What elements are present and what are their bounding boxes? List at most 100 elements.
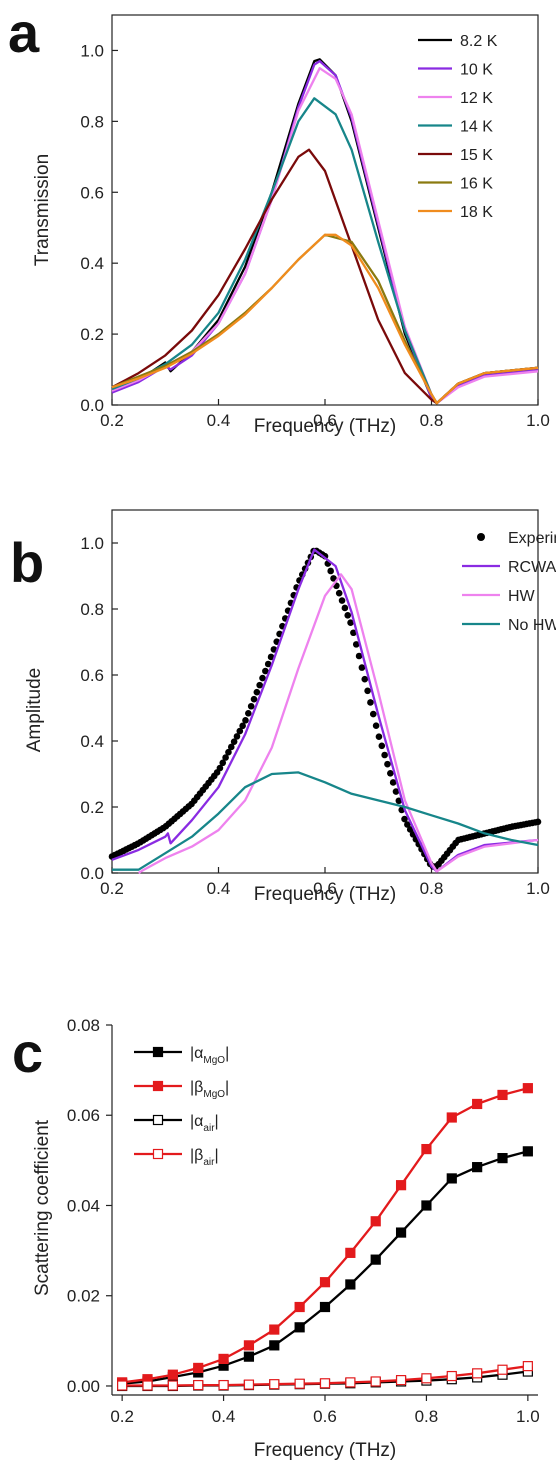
y-tick-label: 0.00 — [67, 1377, 100, 1396]
experiment-point — [361, 675, 369, 683]
legend-label: No HW — [508, 617, 556, 634]
legend-label: RCWA — [508, 559, 556, 576]
legend-label: |αMgO| — [190, 1045, 229, 1066]
y-tick-label: 0.2 — [80, 798, 104, 817]
y-tick-label: 0.4 — [80, 254, 104, 273]
series-3-2-marker — [269, 1324, 280, 1335]
series-3-1-marker — [497, 1153, 508, 1164]
experiment-point — [338, 597, 346, 604]
series-3-2-marker — [497, 1089, 508, 1101]
series-3-1-line — [122, 1150, 529, 1385]
experiment-point — [330, 575, 337, 582]
y-tick-label: 1.0 — [80, 534, 104, 553]
y-tick-label: 0.6 — [80, 666, 104, 685]
experiment-point — [401, 815, 408, 823]
series-3-2-marker — [446, 1112, 457, 1123]
y-tick-label: 0.6 — [80, 183, 104, 202]
y-tick-label: 0.4 — [80, 732, 104, 751]
series-3-2-marker — [421, 1143, 432, 1155]
experiment-point — [230, 738, 238, 745]
x-tick-label: 0.2 — [100, 879, 124, 898]
x-tick-label: 0.6 — [313, 411, 337, 430]
series-2-3-line — [137, 573, 539, 874]
legend-label: HW — [508, 588, 536, 605]
legend-label: 14 K — [460, 119, 493, 136]
series-3-2-marker — [522, 1083, 533, 1094]
experiment-point — [369, 710, 377, 718]
experiment-point — [347, 619, 354, 627]
y-axis-label: Transmission — [32, 154, 53, 266]
legend-label: |βair| — [190, 1147, 219, 1168]
y-tick-label: 1.0 — [80, 41, 104, 60]
experiment-point — [239, 722, 246, 730]
series-3-1-marker — [345, 1279, 356, 1290]
experiment-point — [233, 733, 241, 740]
experiment-point — [389, 779, 397, 786]
experiment-point — [222, 754, 229, 761]
experiment-point — [378, 742, 386, 750]
experiment-point — [375, 733, 383, 740]
y-axis-label: Scattering coefficient — [32, 1119, 53, 1296]
experiment-point — [262, 667, 269, 675]
experiment-point — [259, 674, 266, 682]
y-axis-label: Amplitude — [24, 668, 45, 753]
series-3-2-marker — [370, 1216, 381, 1227]
series-3-1-marker — [319, 1301, 331, 1313]
experiment-point — [406, 826, 414, 833]
series-3-2-marker — [294, 1301, 305, 1313]
legend-label: 18 K — [460, 204, 493, 221]
panel-letter-b: b — [10, 531, 44, 594]
legend-label: 15 K — [460, 147, 493, 164]
experiment-point — [250, 695, 258, 703]
series-3-4-marker — [218, 1379, 229, 1391]
legend-dot — [477, 533, 485, 541]
chart-transmission: 0.2 0.4 0.6 0.8 1.00.00.20.40.60.81.0Frequen… — [32, 14, 550, 437]
series-3-4-marker — [446, 1370, 457, 1382]
series-3-4-marker — [472, 1368, 483, 1379]
y-tick-label: 0.06 — [67, 1106, 100, 1125]
x-tick-label: 0.2 — [110, 1407, 134, 1426]
experiment-point — [341, 604, 349, 612]
legend-label: 8.2 K — [460, 33, 498, 50]
series-3-4-marker — [370, 1376, 381, 1387]
series-3-4-marker — [294, 1378, 305, 1389]
legend-label: 12 K — [460, 90, 493, 107]
experiment-point — [242, 717, 249, 724]
experiment-point — [384, 760, 391, 768]
experiment-point — [267, 653, 275, 661]
series-3-4-marker — [117, 1380, 128, 1391]
series-3-1-marker — [243, 1351, 255, 1362]
series-3-2-marker — [167, 1369, 178, 1380]
series-3-4-marker — [142, 1380, 153, 1391]
experiment-point — [264, 660, 272, 668]
experiment-point — [335, 589, 343, 597]
x-tick-label: 1.0 — [516, 1407, 540, 1426]
series-3-4-marker — [421, 1373, 432, 1384]
x-tick-label: 1.0 — [526, 879, 550, 898]
series-3-4-marker — [522, 1361, 533, 1372]
legend-label: 10 K — [460, 62, 493, 79]
y-tick-label: 0.08 — [67, 1016, 100, 1035]
experiment-point — [219, 759, 227, 767]
legend-label: |βMgO| — [190, 1079, 229, 1100]
chart-scattering: 0.2 0.4 0.6 0.8 1.0 0.00 0.02 0.04 0.06 0.08 Frequ… — [32, 1016, 540, 1461]
y-tick-label: 0.02 — [67, 1287, 100, 1306]
series-3-4-marker — [193, 1379, 204, 1391]
legend-label: 16 K — [460, 176, 493, 193]
x-axis-label: Frequency (THz) — [254, 416, 397, 437]
experiment-point — [381, 751, 388, 759]
series-3-4-marker — [269, 1379, 280, 1390]
experiment-point — [404, 821, 411, 828]
x-tick-label: 0.4 — [212, 1407, 236, 1426]
panel-letter-c: c — [12, 1021, 43, 1084]
series-3-1-marker — [472, 1162, 483, 1173]
series-3-4-marker — [497, 1364, 508, 1375]
experiment-point — [372, 722, 380, 729]
series-3-2-marker — [395, 1180, 407, 1191]
series-3-1-marker — [395, 1227, 407, 1238]
series-3-2-marker — [243, 1340, 255, 1351]
x-tick-label: 0.6 — [313, 879, 337, 898]
experiment-point — [236, 727, 244, 735]
experiment-point — [352, 641, 360, 648]
